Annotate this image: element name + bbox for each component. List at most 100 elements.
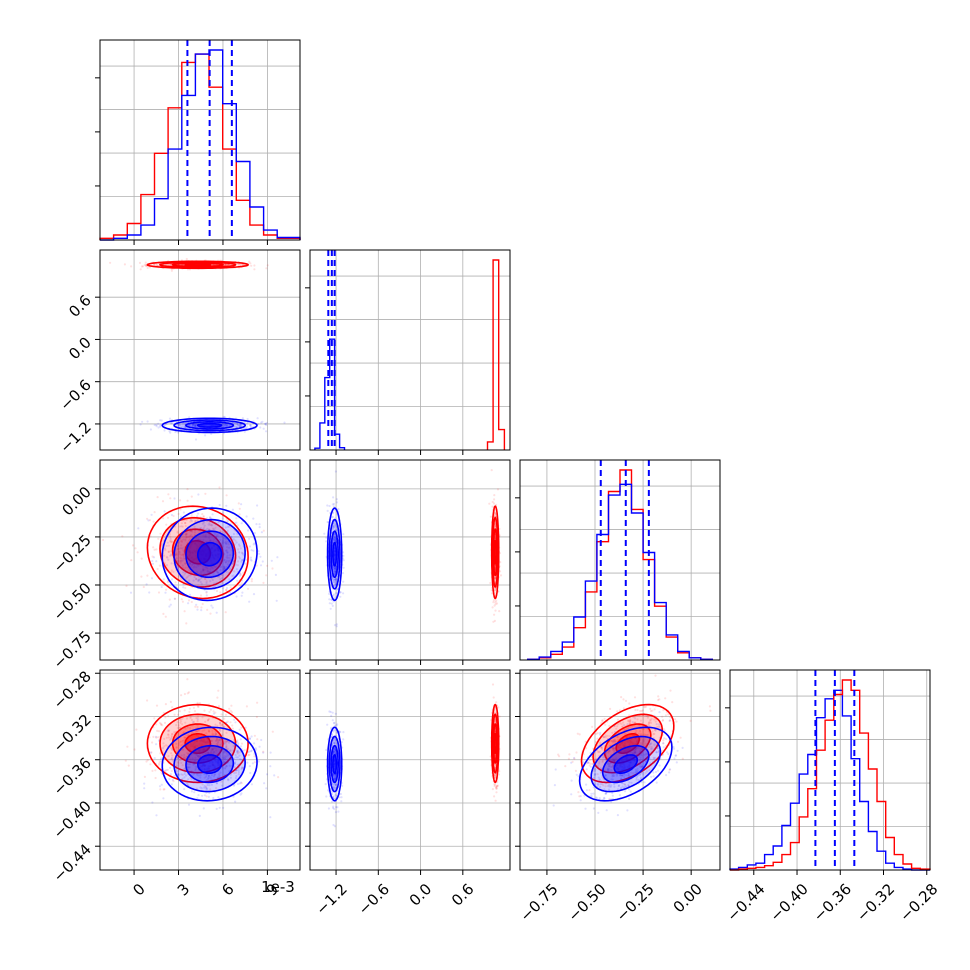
sample-point	[331, 604, 334, 608]
sample-point	[170, 736, 173, 739]
sample-point	[662, 727, 665, 731]
sample-point	[333, 568, 336, 571]
sample-point	[498, 715, 501, 718]
sample-point	[661, 718, 665, 722]
sample-point	[194, 605, 197, 608]
sample-point	[333, 567, 336, 570]
sample-point	[194, 423, 197, 426]
sample-point	[249, 425, 253, 428]
sample-point	[175, 746, 178, 749]
sample-point	[182, 538, 185, 541]
sample-point	[123, 263, 126, 266]
sample-point	[171, 732, 174, 736]
sample-point	[197, 794, 200, 797]
sample-point	[342, 580, 345, 583]
sample-point	[170, 422, 173, 425]
sample-point	[492, 601, 495, 604]
sample-point	[495, 786, 498, 789]
sample-point	[205, 567, 208, 570]
sample-point	[494, 711, 497, 714]
sample-point	[202, 807, 205, 810]
sample-point	[275, 599, 278, 602]
sample-point	[212, 733, 215, 736]
sample-point	[183, 692, 186, 696]
sample-point	[195, 577, 198, 581]
sample-point	[238, 544, 241, 548]
sample-point	[181, 764, 184, 767]
sample-point	[181, 423, 184, 426]
sample-point	[159, 419, 162, 422]
sample-point	[494, 589, 497, 592]
sample-point	[616, 725, 619, 728]
sample-point	[339, 591, 342, 594]
sample-point	[185, 257, 188, 261]
sample-point	[210, 524, 213, 527]
sample-point	[199, 580, 202, 584]
sample-point	[205, 788, 208, 791]
sample-point	[189, 776, 192, 780]
sample-point	[228, 764, 231, 767]
sample-point	[246, 587, 250, 590]
sample-point	[207, 774, 210, 777]
sample-point	[146, 517, 149, 520]
sample-point	[173, 597, 177, 600]
sample-point	[196, 797, 199, 800]
sample-point	[342, 557, 345, 560]
sample-point	[181, 777, 184, 780]
sample-point	[333, 537, 336, 540]
sample-point	[188, 763, 191, 766]
sample-point	[166, 541, 169, 544]
sample-point	[194, 765, 197, 768]
sample-point	[240, 782, 243, 785]
sample-point	[133, 748, 136, 751]
sample-point	[614, 739, 617, 743]
sample-point	[237, 560, 240, 563]
sample-point	[643, 733, 646, 736]
sample-point	[164, 549, 167, 552]
sample-point	[210, 739, 214, 743]
sample-point	[491, 500, 494, 504]
sample-point	[334, 470, 337, 473]
sample-point	[334, 787, 337, 790]
sample-point	[497, 706, 500, 709]
sample-point	[332, 750, 335, 753]
sample-point	[491, 683, 495, 686]
sample-point	[195, 753, 198, 756]
sample-point	[220, 743, 223, 746]
sample-point	[182, 511, 185, 514]
sample-point	[616, 718, 620, 721]
sample-point	[234, 761, 237, 764]
sample-point	[177, 761, 180, 764]
sample-point	[269, 751, 272, 754]
sample-point	[200, 527, 203, 530]
sample-point	[235, 595, 238, 598]
sample-point	[265, 787, 268, 790]
sample-point	[216, 696, 219, 699]
sample-point	[146, 420, 149, 423]
sample-point	[224, 756, 227, 760]
sample-point	[160, 722, 163, 726]
sample-point	[211, 729, 214, 732]
sample-point	[187, 766, 190, 769]
sample-point	[578, 733, 581, 736]
sample-point	[168, 605, 171, 608]
sample-point	[223, 559, 226, 562]
sample-point	[178, 740, 182, 743]
sample-point	[181, 547, 184, 550]
sample-point	[249, 556, 252, 559]
sample-point	[173, 731, 176, 734]
sample-point	[184, 721, 187, 724]
sample-point	[232, 561, 235, 565]
sample-point	[214, 711, 217, 714]
sample-point	[494, 601, 497, 604]
sample-point	[333, 741, 336, 744]
sample-point	[182, 731, 186, 734]
sample-point	[342, 559, 345, 562]
sample-point	[141, 265, 145, 268]
sample-point	[163, 429, 166, 432]
sample-point	[207, 795, 210, 799]
sample-point	[494, 525, 497, 528]
sample-point	[336, 723, 339, 726]
sample-point	[234, 776, 237, 780]
